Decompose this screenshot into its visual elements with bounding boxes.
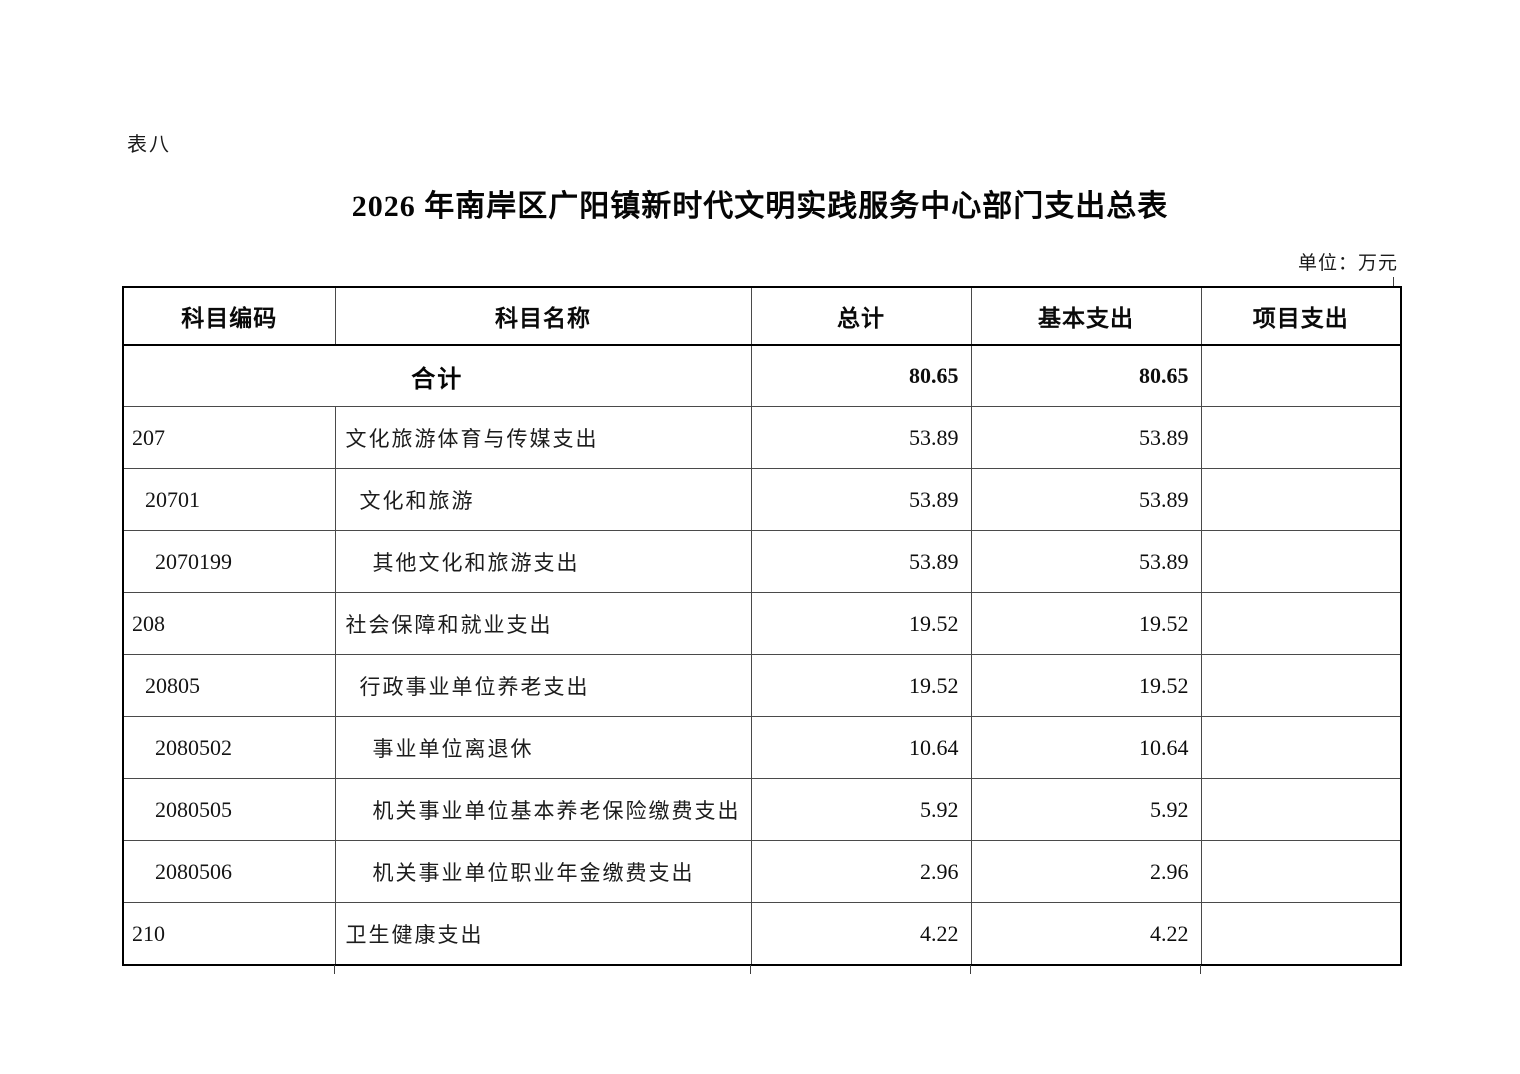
name-cell: 文化和旅游: [334, 468, 752, 531]
name-cell: 机关事业单位基本养老保险缴费支出: [334, 778, 752, 841]
table-row: 2070199 其他文化和旅游支出 53.89 53.89: [122, 530, 1402, 593]
col-header-project: 项目支出: [1200, 286, 1402, 346]
total-cell: 19.52: [750, 654, 972, 717]
project-cell: [1200, 530, 1402, 593]
scan-tick: [750, 965, 751, 974]
total-basic-cell: 80.65: [970, 344, 1202, 407]
name-cell: 文化旅游体育与传媒支出: [334, 406, 752, 469]
expenditure-table: 科目编码 科目名称 总计 基本支出 项目支出 合计 80.65 80.65 20…: [122, 286, 1402, 966]
basic-cell: 10.64: [970, 716, 1202, 779]
project-cell: [1200, 902, 1402, 966]
basic-cell: 53.89: [970, 468, 1202, 531]
table-label: 表八: [127, 134, 171, 156]
table-row: 2080505 机关事业单位基本养老保险缴费支出 5.92 5.92: [122, 778, 1402, 841]
project-cell: [1200, 840, 1402, 903]
code-cell: 20701: [122, 468, 336, 531]
code-cell: 2080506: [122, 840, 336, 903]
col-header-name: 科目名称: [334, 286, 752, 346]
col-header-basic: 基本支出: [970, 286, 1202, 346]
project-cell: [1200, 654, 1402, 717]
col-header-total: 总计: [750, 286, 972, 346]
name-cell: 社会保障和就业支出: [334, 592, 752, 655]
scan-tick: [970, 965, 971, 974]
total-cell: 2.96: [750, 840, 972, 903]
total-cell: 4.22: [750, 902, 972, 966]
project-cell: [1200, 778, 1402, 841]
code-cell: 2080505: [122, 778, 336, 841]
scan-tick: [1200, 965, 1201, 974]
total-project-cell: [1200, 344, 1402, 407]
code-cell: 20805: [122, 654, 336, 717]
project-cell: [1200, 592, 1402, 655]
basic-cell: 53.89: [970, 530, 1202, 593]
name-cell: 事业单位离退休: [334, 716, 752, 779]
code-cell: 207: [122, 406, 336, 469]
code-cell: 2080502: [122, 716, 336, 779]
total-cell: 53.89: [750, 406, 972, 469]
basic-cell: 19.52: [970, 654, 1202, 717]
total-cell: 5.92: [750, 778, 972, 841]
project-cell: [1200, 406, 1402, 469]
name-cell: 行政事业单位养老支出: [334, 654, 752, 717]
page-title: 2026 年南岸区广阳镇新时代文明实践服务中心部门支出总表: [351, 190, 1169, 223]
code-cell: 208: [122, 592, 336, 655]
basic-cell: 5.92: [970, 778, 1202, 841]
basic-cell: 2.96: [970, 840, 1202, 903]
table-row: 20701 文化和旅游 53.89 53.89: [122, 468, 1402, 531]
project-cell: [1200, 716, 1402, 779]
scan-tick: [1393, 277, 1394, 286]
table-row: 210 卫生健康支出 4.22 4.22: [122, 902, 1402, 966]
code-cell: 210: [122, 902, 336, 966]
total-cell: 10.64: [750, 716, 972, 779]
scan-tick: [334, 965, 335, 974]
table-row: 2080502 事业单位离退休 10.64 10.64: [122, 716, 1402, 779]
name-cell: 机关事业单位职业年金缴费支出: [334, 840, 752, 903]
table-row: 2080506 机关事业单位职业年金缴费支出 2.96 2.96: [122, 840, 1402, 903]
total-label-cell: 合计: [122, 344, 752, 407]
expenditure-table-wrapper: 科目编码 科目名称 总计 基本支出 项目支出 合计 80.65 80.65 20…: [122, 277, 1402, 974]
project-cell: [1200, 468, 1402, 531]
basic-cell: 53.89: [970, 406, 1202, 469]
col-header-code: 科目编码: [122, 286, 336, 346]
basic-cell: 4.22: [970, 902, 1202, 966]
name-cell: 其他文化和旅游支出: [334, 530, 752, 593]
total-cell: 53.89: [750, 468, 972, 531]
total-row: 合计 80.65 80.65: [122, 344, 1402, 407]
basic-cell: 19.52: [970, 592, 1202, 655]
name-cell: 卫生健康支出: [334, 902, 752, 966]
total-cell: 19.52: [750, 592, 972, 655]
total-cell: 53.89: [750, 530, 972, 593]
code-cell: 2070199: [122, 530, 336, 593]
table-row: 20805 行政事业单位养老支出 19.52 19.52: [122, 654, 1402, 717]
header-row: 科目编码 科目名称 总计 基本支出 项目支出: [122, 286, 1402, 346]
table-row: 207 文化旅游体育与传媒支出 53.89 53.89: [122, 406, 1402, 469]
unit-note: 单位：万元: [1297, 253, 1398, 274]
table-row: 208 社会保障和就业支出 19.52 19.52: [122, 592, 1402, 655]
total-total-cell: 80.65: [750, 344, 972, 407]
